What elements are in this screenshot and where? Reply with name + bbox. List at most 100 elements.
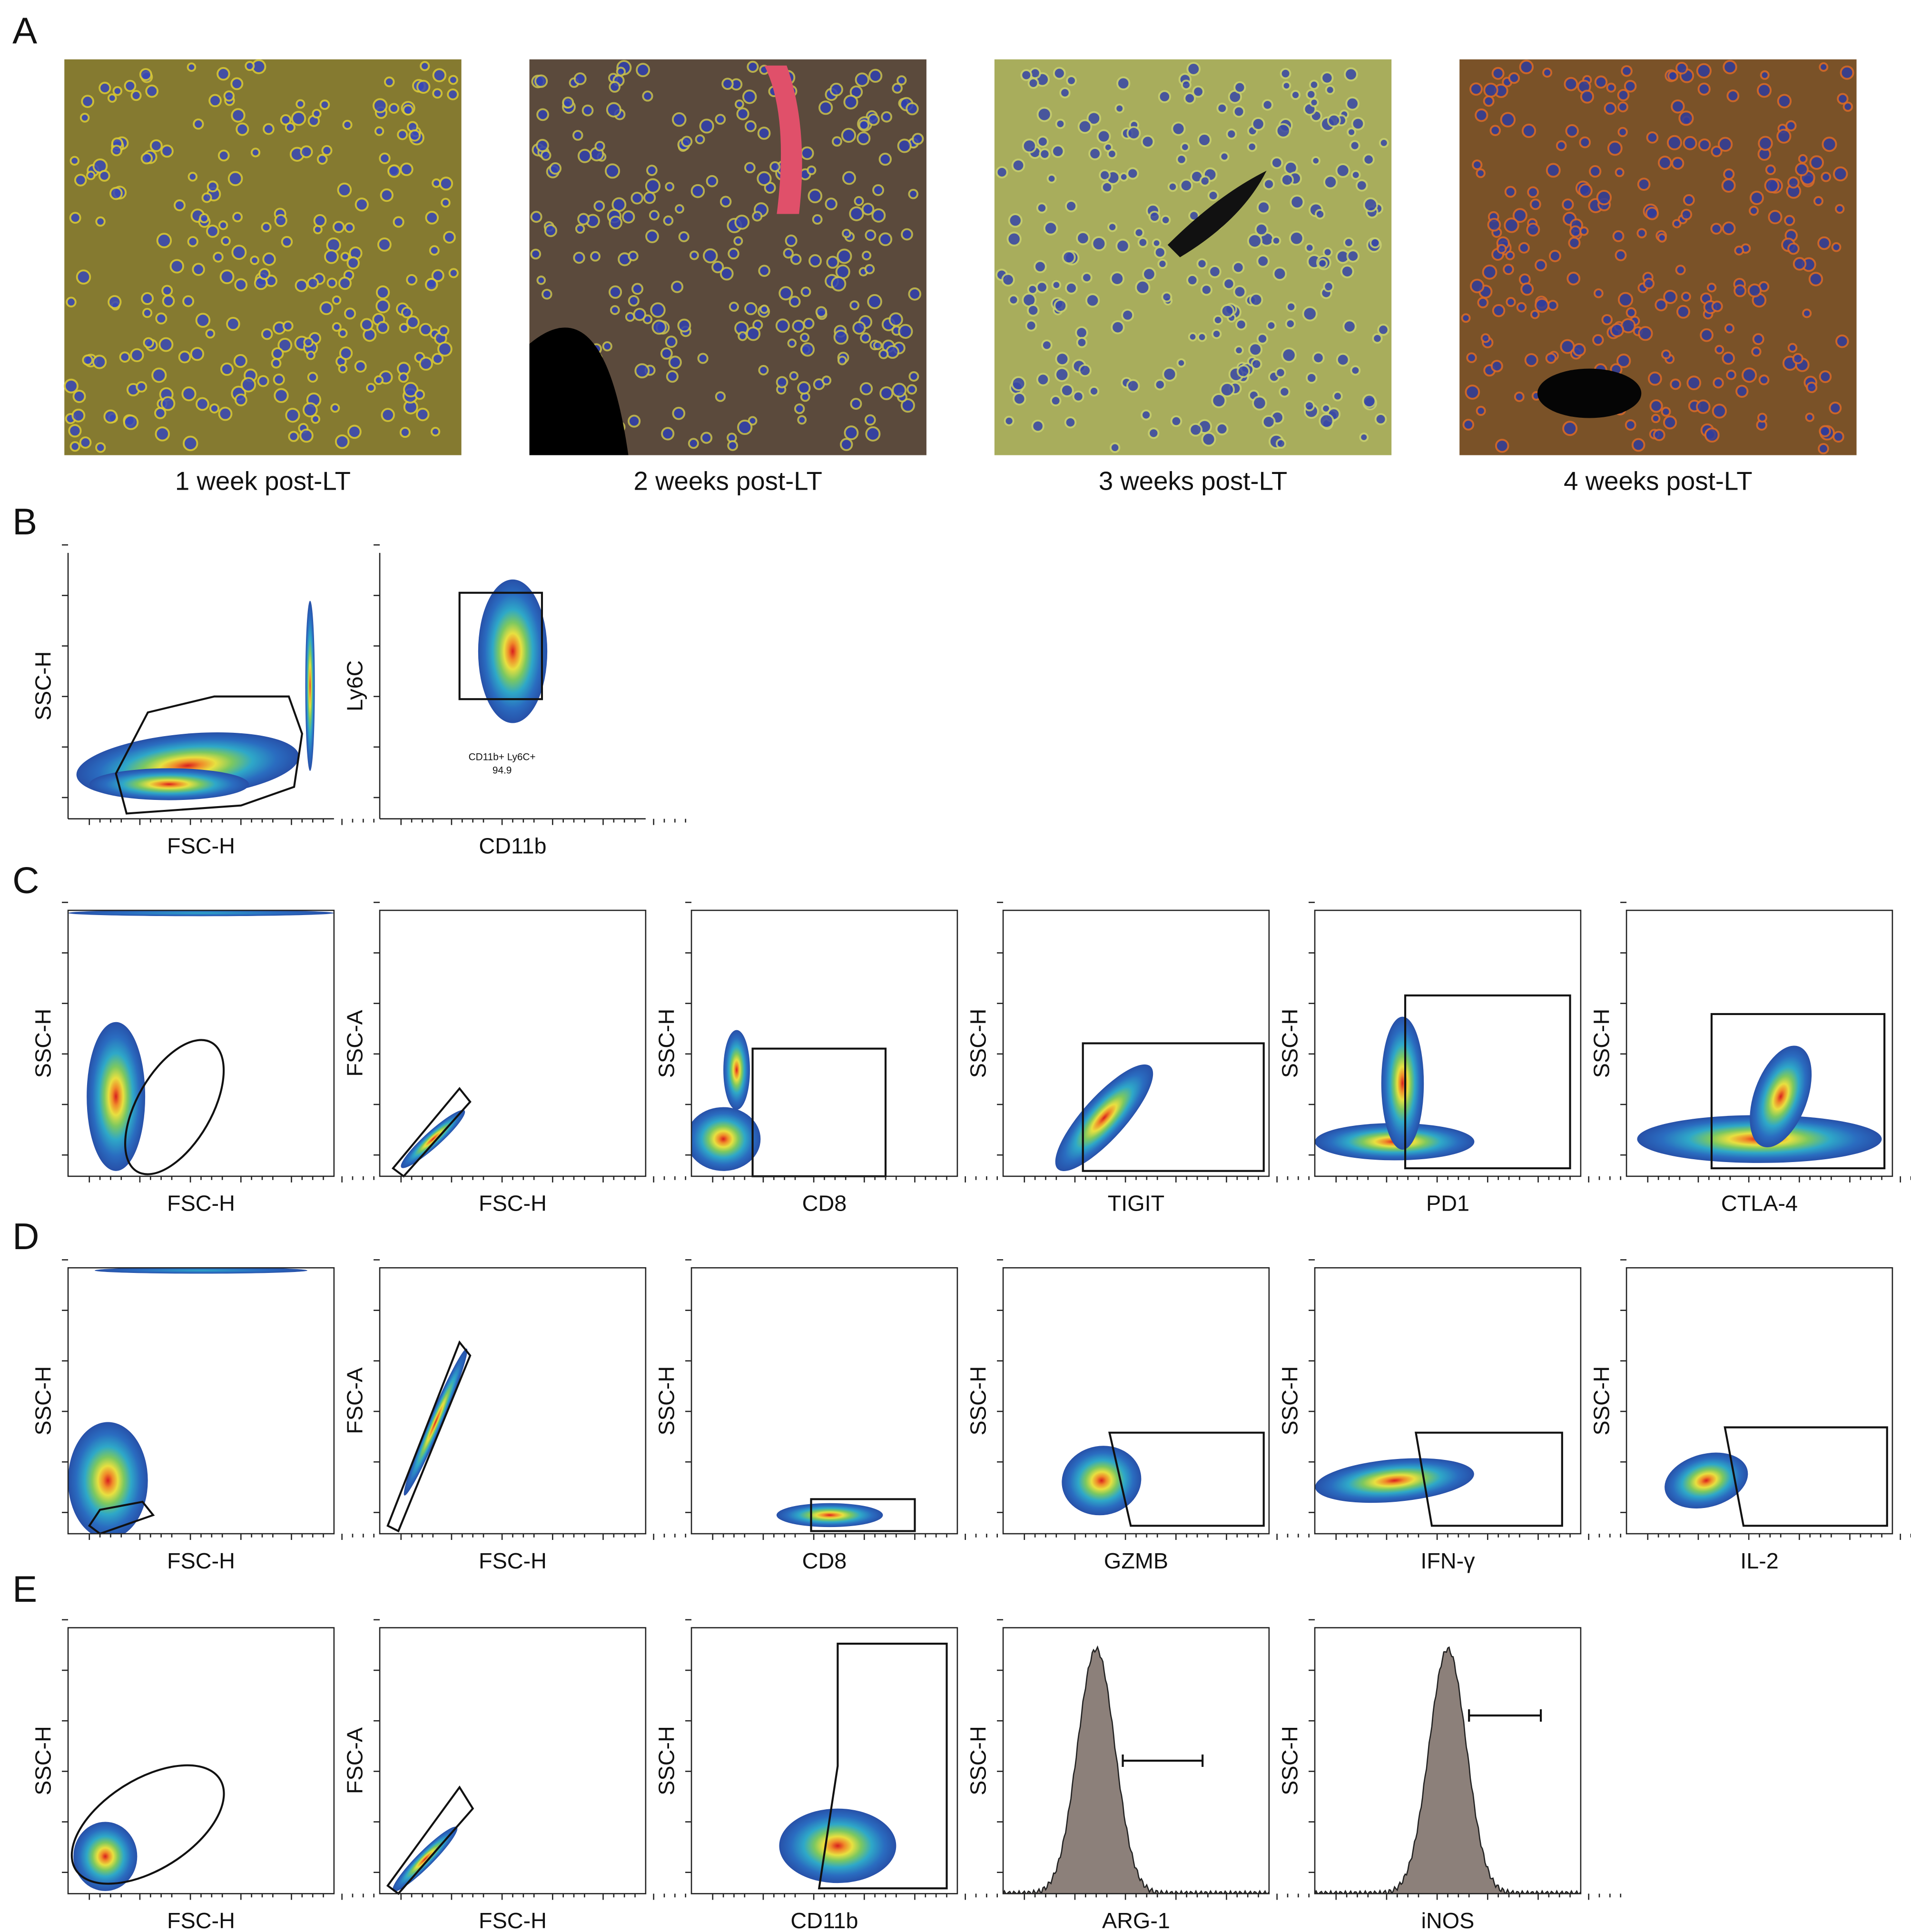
cell xyxy=(1831,242,1842,252)
x-axis-label: FSC-H xyxy=(167,833,235,858)
cell xyxy=(1054,299,1068,313)
cell xyxy=(1171,121,1186,136)
cell xyxy=(261,222,272,233)
cell xyxy=(258,268,271,280)
cell xyxy=(842,171,856,185)
cell xyxy=(1663,415,1677,430)
cell xyxy=(1072,390,1084,403)
cell xyxy=(1363,197,1378,213)
plot-area xyxy=(1062,1446,1142,1516)
cell xyxy=(1319,413,1334,429)
cell xyxy=(1233,285,1247,298)
cell xyxy=(1806,382,1818,394)
cell xyxy=(375,298,390,314)
cell xyxy=(95,442,106,453)
cell xyxy=(833,329,849,345)
cell xyxy=(149,139,163,152)
plot-area xyxy=(68,1268,307,1534)
cell xyxy=(1064,281,1078,295)
cell xyxy=(1344,67,1358,82)
cell xyxy=(1235,318,1247,331)
cell xyxy=(432,178,441,188)
cell xyxy=(1760,70,1770,80)
cell xyxy=(312,108,322,118)
cell xyxy=(307,372,318,383)
cell xyxy=(1500,112,1516,128)
cell xyxy=(1153,246,1166,259)
plot-area xyxy=(779,1808,896,1883)
cell xyxy=(1285,318,1296,329)
cell xyxy=(1034,260,1047,274)
cell xyxy=(808,254,822,267)
cell xyxy=(263,123,275,135)
x-axis-label: CTLA-4 xyxy=(1721,1191,1798,1216)
cell xyxy=(757,127,771,140)
cell xyxy=(1281,81,1291,90)
cell xyxy=(634,363,650,379)
cell xyxy=(340,252,350,262)
cell xyxy=(1680,208,1693,220)
x-axis-label: FSC-H xyxy=(479,1908,547,1932)
cell xyxy=(1503,264,1514,275)
density-blob xyxy=(392,1826,458,1892)
cell xyxy=(745,120,757,132)
cell xyxy=(633,307,646,321)
cell xyxy=(1290,89,1301,100)
cell xyxy=(230,77,244,90)
cell xyxy=(1043,221,1058,236)
cell xyxy=(429,245,440,256)
cell xyxy=(1110,271,1125,286)
cell xyxy=(1833,166,1848,182)
plot-area xyxy=(1315,1458,1474,1503)
cell xyxy=(577,213,590,226)
cell xyxy=(799,333,810,343)
cell xyxy=(233,354,247,368)
cell xyxy=(850,398,862,410)
cell xyxy=(672,406,686,420)
cell xyxy=(855,72,869,87)
cell xyxy=(381,408,395,422)
cell xyxy=(1661,406,1671,417)
cell xyxy=(689,250,699,260)
cell xyxy=(1340,265,1354,278)
cell xyxy=(1653,429,1665,441)
cell xyxy=(1683,136,1697,150)
cell xyxy=(66,296,77,308)
cell xyxy=(843,94,858,109)
x-axis-label: CD8 xyxy=(802,1191,847,1216)
cell xyxy=(161,285,173,296)
cell xyxy=(1347,127,1357,137)
cell xyxy=(610,305,620,315)
density-blob xyxy=(1750,1045,1812,1147)
x-axis-label: FSC-H xyxy=(167,1191,235,1216)
cell xyxy=(1011,376,1026,392)
cell xyxy=(1304,400,1315,412)
flow-plot: FSC-H SSC-H xyxy=(31,1619,375,1932)
cell xyxy=(1734,284,1747,297)
cell xyxy=(1683,194,1695,206)
gate-name: CD11b+ Ly6C+ xyxy=(469,752,536,763)
flow-plot: FSC-H FSC-A xyxy=(343,1259,687,1573)
cell xyxy=(645,178,661,194)
gate xyxy=(124,1039,225,1175)
cell xyxy=(1309,98,1319,108)
cell xyxy=(1546,163,1561,178)
x-axis-label: FSC-H xyxy=(479,1191,547,1216)
cell xyxy=(695,134,705,145)
cell xyxy=(1508,72,1520,84)
cell xyxy=(1672,219,1682,228)
panel-letter: B xyxy=(12,501,37,542)
cell xyxy=(291,111,306,126)
cell xyxy=(1832,431,1844,443)
cell xyxy=(1256,254,1270,268)
cell xyxy=(1006,231,1022,246)
cell xyxy=(1161,291,1172,303)
cell xyxy=(837,355,847,365)
cell xyxy=(257,375,269,387)
image-caption: 1 week post-LT xyxy=(175,466,351,495)
panel-letter: C xyxy=(12,859,39,901)
cell xyxy=(1076,336,1088,348)
cell xyxy=(1332,391,1343,402)
cell xyxy=(1556,140,1567,151)
cell xyxy=(1480,333,1491,343)
